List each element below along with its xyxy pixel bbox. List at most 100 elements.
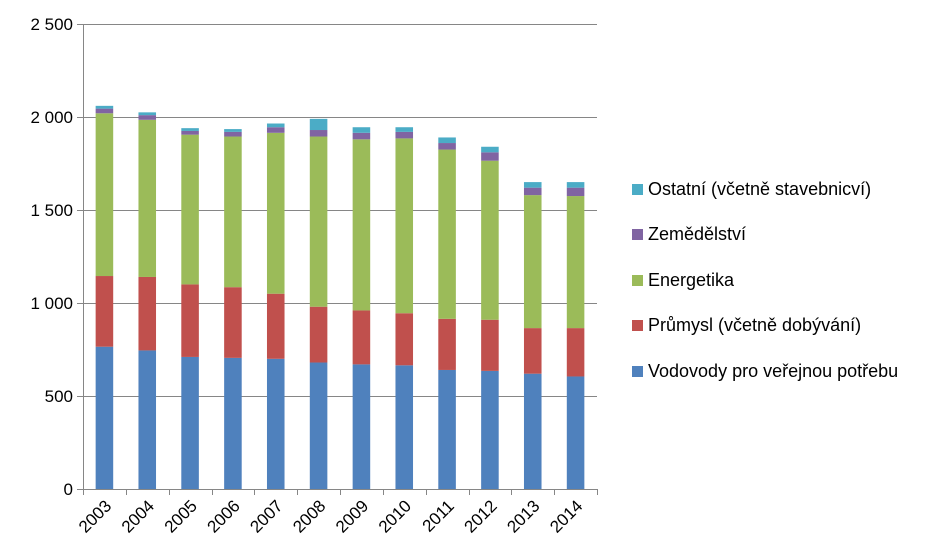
bar-segment-2013-series-0 [523,373,542,489]
legend-swatch [632,365,643,377]
bar-segment-2004-series-2 [138,119,157,277]
bar-segment-2006-series-4 [224,129,242,132]
x-tick-labels: 2003 2004 2005 2006 2007 2008 2009 2010 2011 2012… [75,496,586,536]
x-tick-label: 2014 [546,496,586,536]
bar-segment-2011-series-4 [438,137,456,144]
y-tick-label: 1 500 [30,201,73,220]
x-tick-label: 2005 [161,496,201,536]
bar-segment-2005-series-3 [181,130,199,135]
y-tick-label: 2 000 [30,108,73,127]
bar-segment-2009-series-0 [352,364,371,489]
bar-segment-2012-series-4 [481,146,499,153]
legend-swatch [632,183,643,195]
x-tick-label: 2009 [332,496,372,536]
bar-segment-2006-series-1 [224,287,242,358]
bar-segment-2014-series-1 [566,328,585,377]
bar-segment-2009-series-2 [352,139,371,311]
bar-segment-2007-series-3 [266,127,285,133]
bar-segment-2005-series-1 [181,284,199,357]
x-tick-label: 2011 [419,496,458,535]
bar-segment-2008-series-1 [309,306,328,363]
legend-label: Energetika [648,269,735,290]
bar-segment-2008-series-4 [309,118,328,131]
bar-segment-2007-series-0 [266,358,285,489]
bar-segment-2009-series-4 [352,127,371,133]
y-tick-labels: 0 500 1 000 1 500 2 000 2 500 [30,15,73,499]
bar-segment-2003-series-1 [95,276,114,347]
bar-segment-2012-series-0 [481,370,499,489]
legend-label: Zemědělství [648,224,747,244]
legend-item: Ostatní (včetně stavebnicví) [632,178,898,200]
legend-item: Vodovody pro veřejnou potřebu [632,360,898,382]
bar-segment-2011-series-3 [438,143,456,150]
bar-segment-2010-series-1 [395,313,414,366]
legend-label: Vodovody pro veřejnou potřebu [648,360,899,381]
bar-segment-2004-series-1 [138,276,157,351]
x-tick-label: 2006 [204,496,244,536]
grid-lines [83,24,597,397]
bar-segment-2012-series-3 [481,152,499,161]
y-tick-label: 0 [64,480,73,499]
bar-segment-2008-series-3 [309,130,328,137]
bar-segment-2006-series-3 [224,131,242,137]
bar-segment-2009-series-3 [352,132,371,140]
x-tick-label: 2007 [246,496,286,536]
legend-label: Průmysl (včetně dobývání) [648,315,862,335]
bar-segment-2012-series-2 [481,160,499,320]
bar-segment-2010-series-2 [395,138,414,314]
y-tick-label: 1 000 [30,294,73,313]
bar-segment-2004-series-0 [138,350,157,489]
bar-segment-2008-series-0 [309,362,328,489]
bar-segment-2007-series-1 [266,293,285,359]
bar-segment-2010-series-0 [395,365,414,489]
bar-segment-2003-series-4 [95,105,114,109]
x-tick-label: 2004 [118,496,158,536]
bar-segment-2014-series-0 [566,376,585,489]
bar-segment-2003-series-2 [95,113,114,277]
bar-segment-2008-series-2 [309,136,328,307]
bar-segment-2005-series-0 [181,356,199,489]
legend-swatch [632,320,643,331]
bar-segment-2013-series-4 [523,182,542,188]
bar-segment-2007-series-4 [266,123,285,128]
bar-segment-2014-series-2 [566,196,585,329]
x-tick-label: 2010 [375,496,415,536]
bar-segment-2004-series-4 [138,112,157,116]
bar-segment-2003-series-0 [95,346,114,489]
bar-segment-2010-series-4 [395,127,414,132]
bar-segment-2013-series-2 [523,195,542,329]
bar-segment-2011-series-0 [438,369,456,489]
bar-segment-2007-series-2 [266,132,285,294]
bar-segment-2012-series-1 [481,319,499,371]
bar-segment-2013-series-3 [523,187,542,196]
bar-segment-2010-series-3 [395,131,414,139]
bar-segment-2013-series-1 [523,328,542,374]
x-tick-label: 2003 [75,496,115,536]
legend-item: Průmysl (včetně dobývání) [632,315,898,337]
bar-segment-2005-series-2 [181,134,199,285]
bar-segment-2004-series-3 [138,115,157,120]
legend-swatch [632,274,643,286]
bar-segment-2009-series-1 [352,310,371,365]
axes [77,24,598,495]
legend-item: Energetika [632,269,898,291]
bar-segment-2011-series-1 [438,318,456,370]
bar-segment-2014-series-4 [566,182,585,188]
legend-item: Zemědělství [632,224,898,246]
bar-segment-2014-series-3 [566,187,585,197]
bar-segment-2005-series-4 [181,128,199,131]
x-tick-label: 2013 [503,496,543,536]
legend-swatch [632,229,643,240]
bar-segment-2011-series-2 [438,149,456,319]
legend: Ostatní (včetně stavebnicví) Zemědělství E… [632,178,898,406]
x-tick-label: 2012 [461,496,501,536]
y-tick-label: 500 [45,387,73,406]
x-tick-label: 2008 [289,496,329,536]
bar-segment-2006-series-0 [224,357,242,489]
bar-segment-2006-series-2 [224,136,242,288]
bar-segment-2003-series-3 [95,108,114,114]
y-tick-label: 2 500 [30,15,73,34]
legend-label: Ostatní (včetně stavebnicví) [648,178,872,199]
bars [95,105,585,489]
